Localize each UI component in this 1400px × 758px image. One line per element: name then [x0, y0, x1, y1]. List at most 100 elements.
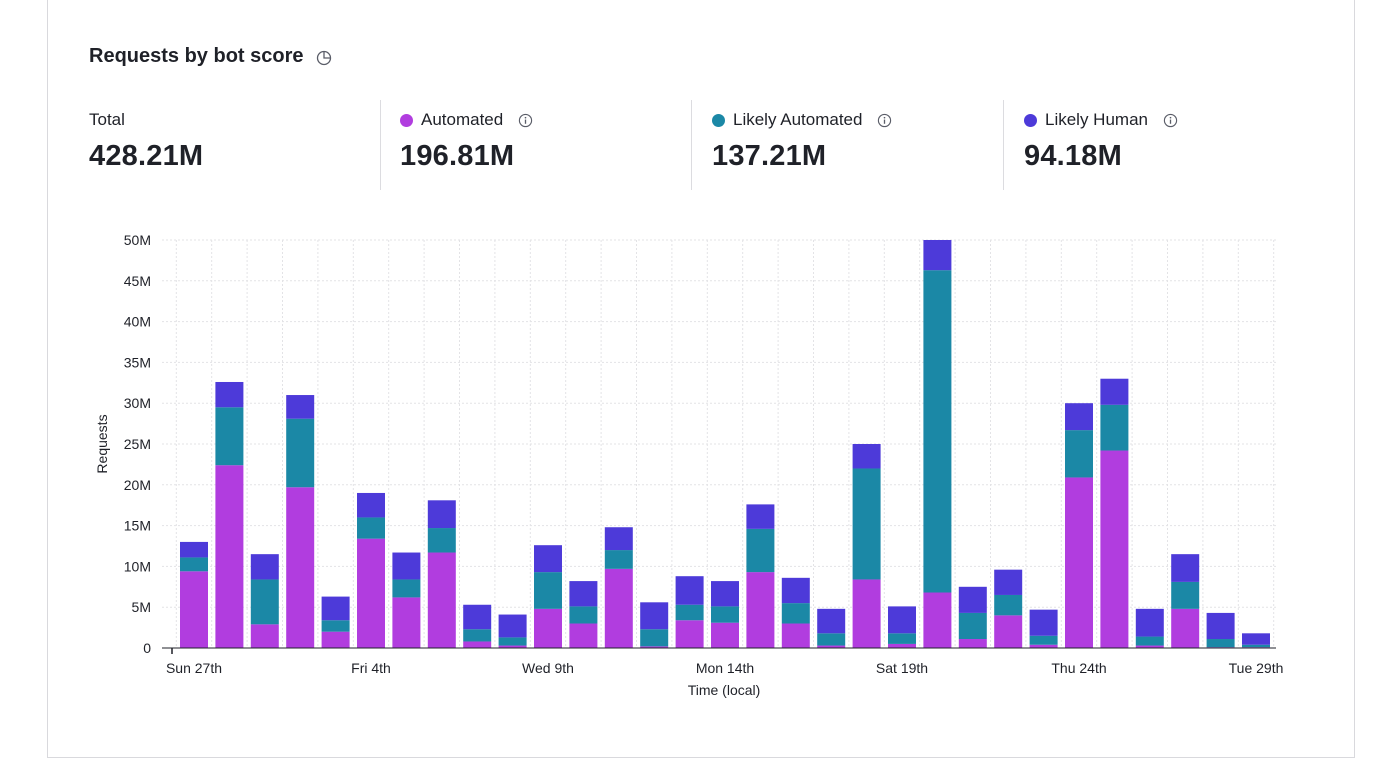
bar-segment-likely-automated: [1242, 644, 1270, 648]
bar-segment-likely-human: [1065, 403, 1093, 431]
bar-segment-automated: [427, 552, 456, 648]
stat-total-label: Total: [89, 110, 125, 129]
bar-segment-likely-automated: [427, 528, 456, 553]
y-tick-label: 20M: [124, 477, 151, 493]
bar-segment-automated: [498, 645, 527, 648]
bar-segment-likely-human: [357, 492, 385, 518]
bar-segment-automated: [781, 623, 810, 648]
y-axis-ticks: 0 5M 10M 15M 20M 25M 30M 35M 40M 45M 50M: [124, 232, 151, 656]
chart-bars: [180, 240, 1270, 648]
stat-automated-value: 196.81M: [400, 140, 515, 172]
bar-segment-likely-automated: [357, 517, 385, 539]
stat-likely-human-value: 94.18M: [1024, 140, 1122, 172]
x-axis-ticks: Sun 27th Fri 4th Wed 9th Mon 14th Sat 19th Th…: [166, 648, 1283, 676]
bar-segment-automated: [711, 622, 739, 648]
bar-segment-likely-automated: [711, 606, 739, 623]
y-tick-label: 30M: [124, 395, 151, 411]
bar-segment-likely-automated: [1135, 636, 1164, 646]
bar-segment-automated: [392, 597, 421, 648]
y-tick-label: 25M: [124, 436, 151, 452]
bar-segment-likely-human: [1135, 608, 1164, 637]
bar-segment-likely-automated: [250, 579, 279, 625]
stat-likely-automated: Likely Automated 137.21M: [712, 100, 892, 190]
bar-segment-likely-automated: [746, 528, 775, 573]
bar-segment-likely-human: [1206, 612, 1235, 640]
bar-segment-likely-human: [286, 395, 315, 419]
bar-segment-automated: [180, 571, 208, 648]
bar-segment-likely-automated: [286, 418, 315, 488]
bar-segment-likely-human: [392, 552, 421, 580]
bar-segment-likely-automated: [1206, 639, 1235, 648]
chart-header: Requests by bot score: [89, 45, 332, 68]
bar-segment-automated: [286, 487, 315, 648]
bar-segment-likely-human: [746, 504, 775, 529]
bar-segment-likely-human: [1029, 609, 1058, 636]
stat-total: Total 428.21M: [89, 100, 203, 190]
bar-segment-likely-automated: [498, 637, 527, 646]
bar-segment-likely-automated: [817, 633, 846, 646]
bar-segment-automated: [888, 643, 916, 648]
y-tick-label: 50M: [124, 232, 151, 248]
bar-segment-likely-human: [604, 527, 633, 551]
bar-segment-likely-human: [958, 586, 987, 613]
bar-segment-likely-human: [781, 577, 810, 604]
chart-title: Requests by bot score: [89, 45, 304, 67]
stat-automated-label: Automated: [421, 110, 504, 129]
bar-segment-automated: [321, 631, 350, 648]
info-icon[interactable]: [518, 113, 533, 128]
bar-segment-likely-human: [923, 240, 952, 271]
bar-segment-likely-automated: [463, 629, 492, 642]
x-tick-label: Tue 29th: [1229, 660, 1284, 676]
bar-segment-likely-human: [640, 602, 669, 630]
stat-total-value: 428.21M: [89, 140, 204, 172]
bar-segment-likely-human: [498, 614, 527, 638]
bar-segment-likely-human: [534, 545, 562, 573]
stat-likely-human-label: Likely Human: [1045, 110, 1148, 129]
bar-segment-automated: [1171, 608, 1200, 648]
bar-segment-likely-automated: [640, 629, 669, 647]
bar-segment-likely-automated: [994, 594, 1023, 616]
bar-segment-likely-automated: [604, 550, 633, 569]
bar-segment-likely-automated: [1029, 635, 1058, 645]
bar-segment-likely-automated: [392, 579, 421, 598]
info-icon[interactable]: [877, 113, 892, 128]
likely-automated-legend-dot: [712, 113, 725, 127]
bar-segment-likely-human: [817, 608, 846, 634]
stat-automated: Automated 196.81M: [400, 100, 533, 190]
bar-segment-likely-automated: [321, 620, 350, 632]
bar-segment-likely-automated: [675, 604, 704, 621]
x-tick-label: Mon 14th: [696, 660, 754, 676]
bar-segment-likely-human: [675, 576, 704, 605]
bar-segment-likely-automated: [1065, 430, 1093, 478]
x-tick-label: Thu 24th: [1051, 660, 1106, 676]
bar-segment-automated: [463, 641, 492, 648]
x-tick-label: Sun 27th: [166, 660, 222, 676]
bar-segment-likely-automated: [1171, 581, 1200, 609]
info-icon[interactable]: [1163, 113, 1178, 128]
bar-segment-automated: [357, 538, 385, 648]
bar-segment-automated: [1029, 644, 1058, 648]
bar-segment-likely-automated: [1100, 404, 1129, 451]
bar-segment-likely-human: [321, 596, 350, 621]
y-tick-label: 45M: [124, 273, 151, 289]
bar-segment-likely-human: [994, 569, 1023, 595]
bar-segment-automated: [923, 592, 952, 648]
bar-segment-likely-automated: [852, 468, 881, 580]
bar-segment-likely-automated: [180, 557, 208, 572]
stat-likely-automated-label: Likely Automated: [733, 110, 863, 129]
bar-segment-likely-human: [1171, 554, 1200, 582]
y-tick-label: 10M: [124, 558, 151, 574]
likely-human-legend-dot: [1024, 113, 1037, 127]
bar-segment-likely-automated: [215, 407, 244, 466]
bar-segment-likely-human: [180, 541, 208, 558]
y-tick-label: 5M: [132, 599, 151, 615]
stat-divider: [1003, 100, 1004, 190]
bar-segment-automated: [746, 572, 775, 648]
bar-segment-automated: [958, 639, 987, 648]
stat-likely-human: Likely Human 94.18M: [1024, 100, 1178, 190]
bar-segment-likely-human: [888, 606, 916, 634]
pie-clock-icon[interactable]: [316, 49, 332, 65]
bar-segment-likely-automated: [781, 603, 810, 624]
bar-segment-automated: [994, 615, 1023, 648]
bar-segment-automated: [675, 620, 704, 648]
